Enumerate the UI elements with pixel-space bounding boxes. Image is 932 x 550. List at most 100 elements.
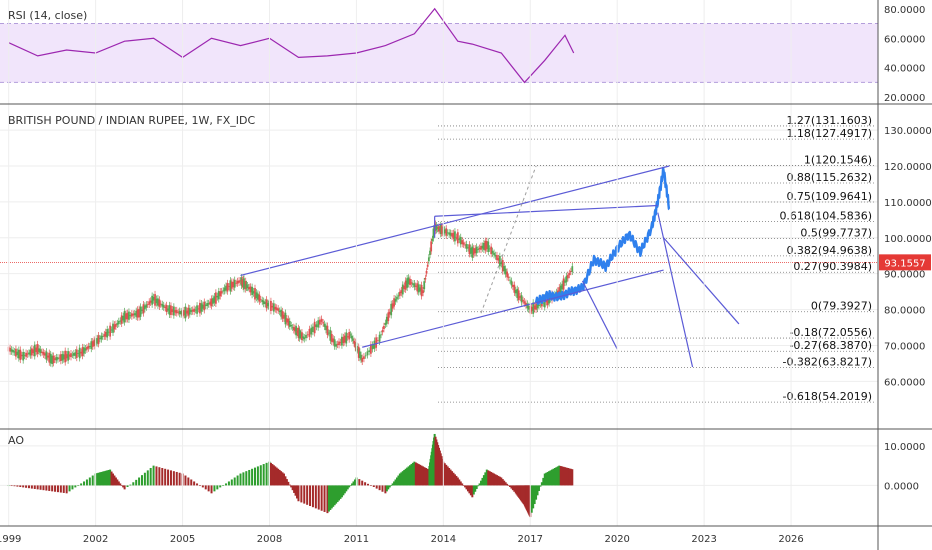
ao-bar bbox=[327, 485, 330, 512]
candle-body bbox=[233, 279, 236, 288]
ao-bar bbox=[555, 467, 558, 486]
ao-bar bbox=[161, 468, 164, 486]
candle-body bbox=[261, 299, 264, 302]
ao-bar bbox=[542, 477, 545, 486]
ao-bar bbox=[553, 468, 556, 486]
candle-body bbox=[517, 290, 520, 301]
ao-bar bbox=[445, 464, 448, 486]
candle-body bbox=[404, 280, 407, 290]
ao-bar bbox=[143, 472, 146, 486]
ao-bar bbox=[175, 471, 178, 486]
ao-bar bbox=[48, 485, 51, 491]
candle-body bbox=[525, 302, 527, 306]
candle-body bbox=[406, 278, 409, 288]
candle-body bbox=[194, 309, 197, 311]
candle-body bbox=[230, 281, 233, 289]
candle-body bbox=[291, 327, 294, 329]
candle-body bbox=[401, 284, 404, 295]
candle-body bbox=[110, 329, 113, 331]
ao-bar bbox=[493, 473, 496, 486]
price-y-tick-label: 90.0000 bbox=[884, 270, 925, 281]
ao-bar bbox=[564, 467, 567, 486]
ao-bar bbox=[259, 465, 262, 486]
candle-body bbox=[259, 299, 262, 300]
fib-level-label: 0.75(109.9641) bbox=[786, 190, 872, 203]
candle-body bbox=[493, 252, 495, 256]
ao-bar bbox=[193, 481, 196, 486]
ao-bar bbox=[184, 475, 187, 486]
candle-body bbox=[197, 308, 200, 310]
candle-body bbox=[238, 280, 240, 283]
ao-bar bbox=[303, 485, 306, 504]
candle-body bbox=[390, 303, 393, 316]
candle-body bbox=[353, 340, 355, 344]
candle-body bbox=[510, 280, 513, 286]
candle-body bbox=[358, 351, 361, 359]
ao-bar bbox=[330, 485, 333, 509]
candle-body bbox=[70, 353, 72, 358]
ao-bar bbox=[403, 469, 406, 486]
ao-bar bbox=[201, 485, 204, 488]
candle-body bbox=[78, 347, 81, 359]
candle-body bbox=[44, 353, 46, 356]
ao-bar bbox=[507, 485, 510, 487]
ao-bar bbox=[565, 467, 568, 486]
candle-body bbox=[383, 325, 385, 330]
candle-body bbox=[315, 324, 318, 328]
ao-bar bbox=[348, 485, 351, 488]
ao-bar bbox=[369, 485, 372, 487]
candle-body bbox=[12, 349, 14, 353]
candle-body bbox=[68, 354, 71, 357]
ao-bar bbox=[404, 468, 407, 486]
candle-body bbox=[36, 344, 39, 354]
ao-bar bbox=[251, 468, 254, 486]
candle-body bbox=[138, 308, 140, 318]
candle-body bbox=[158, 299, 161, 307]
ao-bar bbox=[213, 485, 216, 492]
candle-body bbox=[9, 347, 12, 352]
candle-body bbox=[465, 244, 468, 249]
candle-body bbox=[223, 287, 226, 292]
ao-bar bbox=[120, 485, 123, 487]
ao-bar bbox=[477, 485, 480, 487]
ao-bar bbox=[469, 485, 472, 496]
ao-bar bbox=[504, 482, 507, 486]
candle-body bbox=[343, 335, 346, 343]
candle-body bbox=[568, 273, 571, 276]
ao-bar bbox=[278, 469, 281, 486]
candle-body bbox=[436, 227, 439, 230]
projection-drop-line bbox=[581, 280, 618, 350]
candle-body bbox=[523, 301, 526, 304]
ao-bar bbox=[306, 485, 309, 505]
candle-body bbox=[483, 242, 485, 250]
ao-bar bbox=[562, 466, 565, 486]
ao-bar bbox=[140, 475, 143, 486]
ao-bar bbox=[80, 483, 83, 486]
fib-level-label: 0.618(104.5836) bbox=[779, 209, 872, 222]
candle-body bbox=[361, 357, 364, 362]
candle-body bbox=[219, 291, 222, 297]
ao-bar bbox=[293, 485, 296, 493]
candle-body bbox=[354, 341, 357, 348]
ao-bar bbox=[446, 466, 449, 486]
ao-bar bbox=[116, 479, 119, 486]
candle-body bbox=[420, 284, 423, 297]
ao-bar bbox=[364, 482, 367, 486]
ao-bar bbox=[443, 463, 446, 486]
ao-bar bbox=[367, 483, 370, 486]
ao-bar bbox=[388, 485, 391, 488]
ao-bar bbox=[561, 466, 564, 486]
ao-bar bbox=[472, 485, 475, 495]
candle-body bbox=[188, 308, 191, 315]
ao-bar bbox=[549, 470, 552, 486]
ao-bar bbox=[410, 464, 413, 486]
candle-body bbox=[409, 278, 411, 285]
ao-bar bbox=[484, 472, 487, 486]
ao-title: AO bbox=[8, 434, 24, 447]
ao-bar bbox=[381, 485, 384, 492]
candle-body bbox=[39, 349, 42, 354]
candle-body bbox=[419, 287, 422, 292]
ao-bar bbox=[245, 471, 248, 486]
candle-body bbox=[564, 280, 566, 283]
candle-body bbox=[207, 303, 210, 305]
